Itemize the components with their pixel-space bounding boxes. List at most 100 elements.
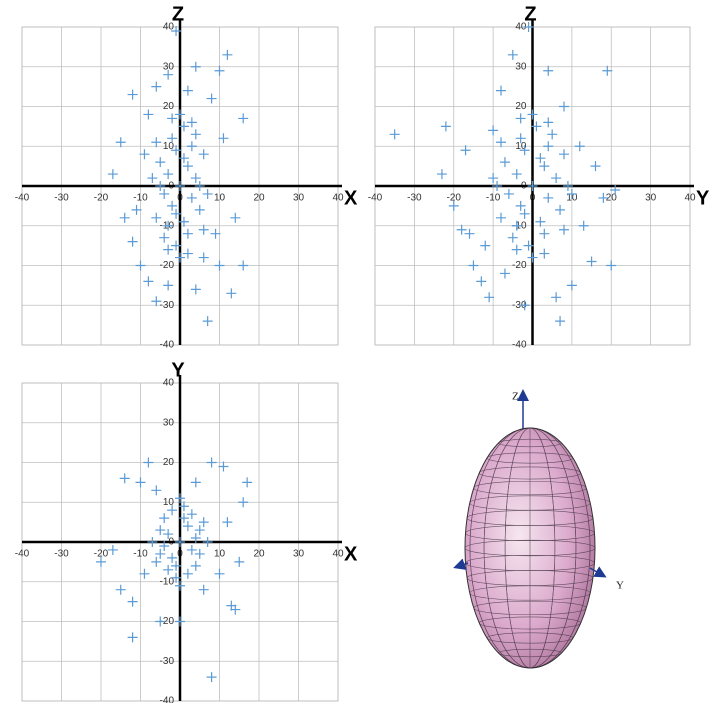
x-tick-label: -10 [133,193,148,204]
point [139,568,150,579]
x-tick-label: 20 [253,549,265,560]
point [167,552,178,563]
ellipsoid-mesh [464,427,596,669]
point [242,477,253,488]
point [523,22,534,32]
parallel [478,616,582,630]
point [182,568,193,579]
point [519,300,530,311]
point [535,153,546,164]
point [194,181,205,191]
point [206,93,217,104]
point [559,101,569,112]
point [551,173,562,184]
point [143,276,154,287]
point [151,81,162,92]
x-tick-label: -40 [15,549,30,560]
point [484,292,495,303]
x-tick-label: -20 [94,193,109,204]
y-axis-label: Y [616,580,624,592]
point [159,188,170,199]
point [562,181,573,191]
x-tick-label: -20 [94,549,109,560]
y-tick-label: -40 [160,696,175,703]
point [190,129,201,140]
x-tick-label: -30 [54,549,69,560]
point [190,61,201,72]
point [163,244,174,255]
x-tick-label: 40 [332,549,344,560]
parallel [464,539,596,557]
point [238,113,249,124]
point [210,228,221,239]
point [163,220,174,231]
point [147,173,158,184]
parallel [478,466,582,480]
point [107,169,118,180]
point [171,25,182,36]
point [159,540,170,551]
y-tick-label: -30 [160,656,175,667]
point [499,268,510,279]
y-tick-label: 40 [163,22,175,33]
x-tick-label: 30 [293,549,305,560]
y-tick-label: 10 [163,497,175,508]
point [147,537,158,547]
point [131,204,142,215]
point [602,65,613,76]
point [182,85,193,96]
x-tick-label: 40 [332,193,344,204]
point [190,560,201,571]
point [182,521,193,532]
x-tick-label: -20 [447,193,462,204]
point [488,125,499,136]
meridian [469,427,591,669]
point [167,133,178,144]
point [155,157,166,168]
point [507,232,518,243]
point [543,65,554,76]
point [519,208,530,219]
point [511,244,522,255]
point [163,529,174,540]
x-tick-label: 10 [214,193,226,204]
x-axis-title: X [344,187,358,209]
y-tick-label: -40 [512,340,527,351]
point [436,169,447,180]
point [155,616,166,627]
x-tick-label: 30 [293,193,305,204]
point [198,224,209,235]
point [163,69,174,80]
point [389,129,400,140]
point [139,149,150,160]
point [182,161,193,172]
point [178,121,189,132]
point [155,525,166,536]
y-tick-label: 30 [515,61,527,72]
point [606,260,617,271]
x-tick-label: -10 [133,549,148,560]
point [566,280,577,291]
point [206,457,217,468]
point [190,173,201,184]
x-tick-label: -10 [486,193,501,204]
point [175,493,185,504]
point [539,161,550,172]
y-tick-label: -10 [160,576,175,587]
point [178,216,189,227]
point [460,145,471,156]
point [468,260,479,271]
point [155,548,166,559]
point [96,556,106,567]
point [202,537,213,547]
point [198,252,209,263]
point [178,513,189,524]
point [539,248,550,259]
point [507,49,518,60]
point [155,181,166,191]
y-tick-label: -20 [160,616,175,627]
point [171,560,182,571]
parallel [486,452,574,464]
point [555,204,566,215]
